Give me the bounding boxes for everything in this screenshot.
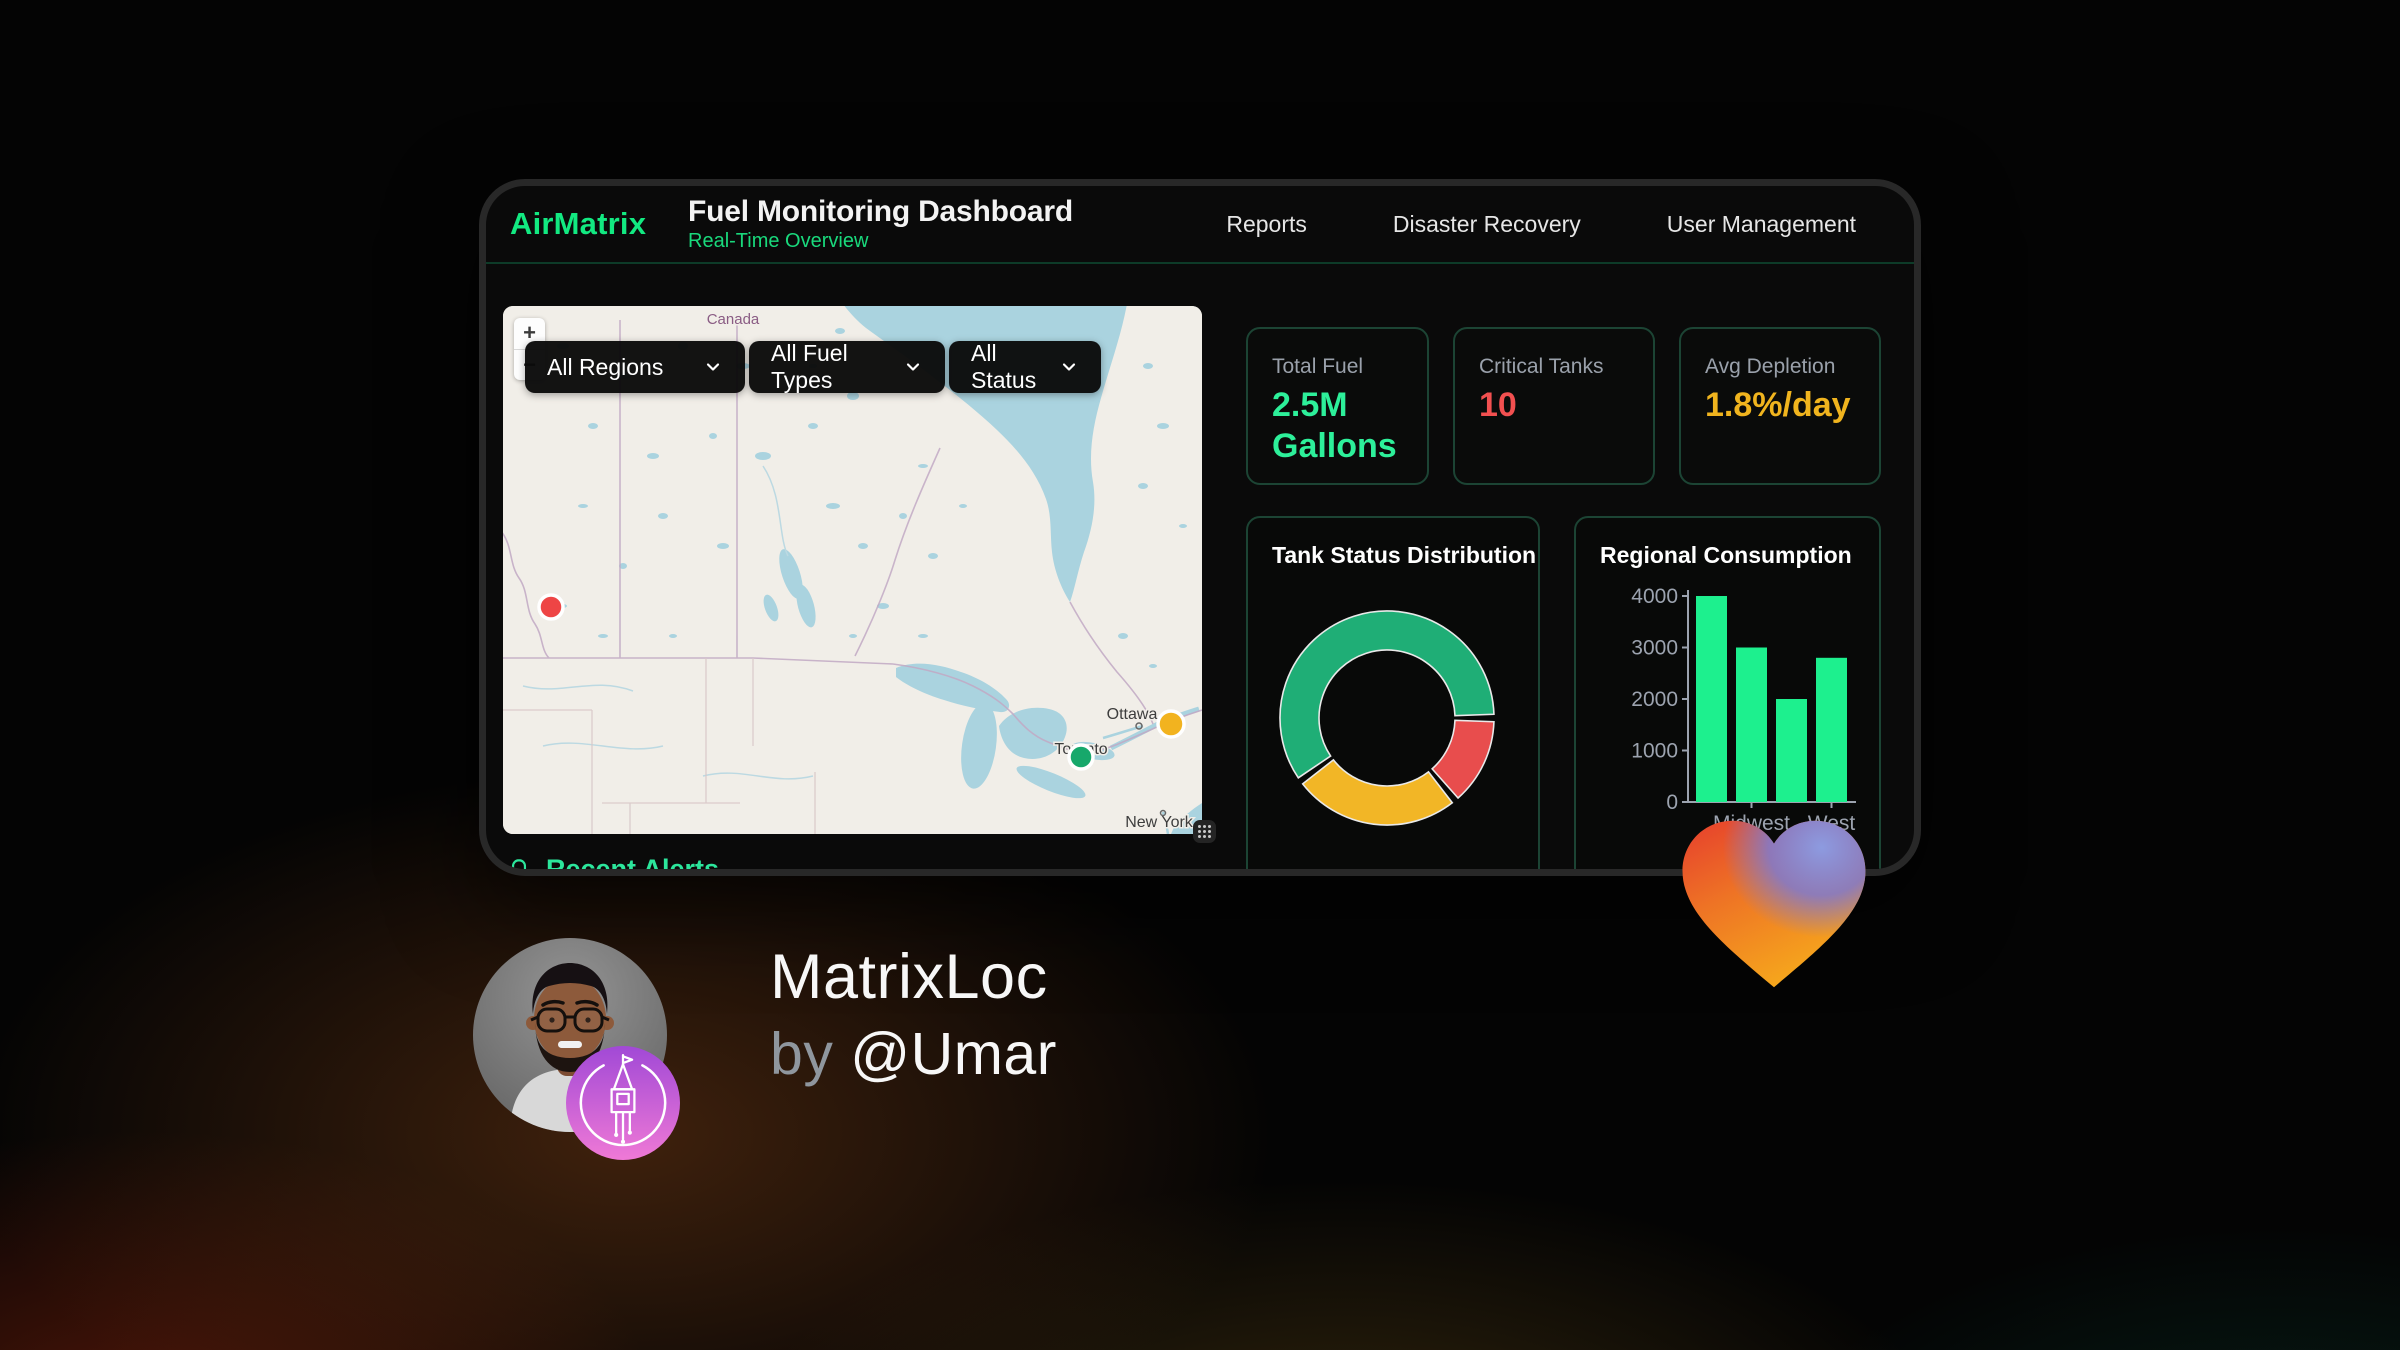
tank-status-chart-card: Tank Status Distribution [1246, 516, 1540, 869]
filter-fueltypes-dropdown[interactable]: All Fuel Types [749, 340, 945, 393]
byline-by: by [770, 1021, 834, 1087]
map-label-ottawa: Ottawa [1107, 706, 1158, 723]
map-label-newyork: New York [1125, 814, 1194, 831]
stat-label: Critical Tanks [1479, 355, 1604, 378]
stat-card-total-fuel: Total Fuel 2.5M Gallons [1246, 327, 1429, 485]
app-logo: AirMatrix [510, 206, 647, 241]
map-water-lake-superior [896, 663, 1010, 713]
regional-consumption-chart-card: Regional Consumption 0 1000 2000 3000 4000 Mi… [1574, 516, 1881, 869]
map-water-lake-michigan [961, 703, 997, 789]
stat-value: 2.5M Gallons [1272, 386, 1397, 466]
y-tick-label: 1000 [1631, 740, 1678, 763]
map-marker-warning[interactable] [1156, 709, 1186, 739]
dashboard-window: AirMatrix Fuel Monitoring Dashboard Real… [479, 179, 1921, 876]
bell-icon [511, 858, 527, 869]
stats-row: Total Fuel 2.5M Gallons Critical Tanks 1… [1246, 327, 1881, 485]
map-label-canada: Canada [707, 311, 760, 328]
filter-status-dropdown[interactable]: All Status [949, 340, 1101, 393]
chevron-down-icon [1062, 363, 1076, 371]
y-tick-label: 3000 [1631, 637, 1678, 660]
recent-alerts-header: Recent Alerts [506, 854, 720, 876]
nav-item-disaster-recovery[interactable]: Disaster Recovery [1392, 210, 1581, 237]
y-tick-label: 4000 [1631, 585, 1678, 608]
map-water-lake-erie [1016, 765, 1086, 799]
bar-region-0[interactable] [1696, 596, 1727, 802]
map-filterbar: All Regions All Fuel Types All Status [525, 340, 1101, 393]
chart-title: Regional Consumption [1600, 542, 1852, 568]
main-nav: Reports Disaster Recovery User Managemen… [1226, 211, 1856, 238]
donut-segment-warning[interactable] [1301, 758, 1454, 826]
heart-icon [1682, 820, 1866, 988]
stat-label: Total Fuel [1272, 355, 1364, 378]
nav-item-reports[interactable]: Reports [1226, 210, 1307, 237]
stat-value: 1.8%/day [1705, 386, 1851, 424]
project-title: MatrixLoc [770, 942, 1048, 1012]
filter-regions-dropdown[interactable]: All Regions [525, 341, 745, 393]
stat-label: Avg Depletion [1705, 355, 1836, 378]
y-tick-label: 2000 [1631, 688, 1678, 711]
bar-region-3[interactable] [1816, 657, 1847, 802]
bar-region-1[interactable] [1736, 647, 1767, 803]
donut-segment-normal[interactable] [1279, 610, 1495, 779]
recent-alerts-title: Recent Alerts [546, 854, 720, 876]
map-state-boundaries [503, 658, 816, 834]
donut-segment-critical[interactable] [1431, 719, 1495, 800]
stat-value: 10 [1479, 386, 1517, 424]
zoom-in-button[interactable]: + [523, 320, 536, 346]
map-marker-critical[interactable] [537, 593, 565, 621]
nav-item-user-management[interactable]: User Management [1666, 210, 1856, 237]
stat-card-critical-tanks: Critical Tanks 10 [1453, 327, 1655, 485]
map-resize-handle[interactable] [1193, 820, 1216, 843]
clock-tower-badge [566, 1046, 680, 1160]
author-line: by @Umar [770, 1025, 1057, 1084]
chevron-down-icon [706, 363, 720, 371]
page-subtitle: Real-Time Overview [688, 229, 869, 252]
charts-row: Tank Status Distribution Regional Consum… [1246, 516, 1881, 869]
y-tick-label: 0 [1666, 791, 1678, 814]
byline: MatrixLoc by @Umar [770, 946, 1057, 1084]
bar-region-2[interactable] [1776, 699, 1807, 802]
tank-status-donut-chart [1279, 610, 1495, 826]
chart-title: Tank Status Distribution [1272, 542, 1537, 568]
stat-card-avg-depletion: Avg Depletion 1.8%/day [1679, 327, 1881, 485]
app-header: AirMatrix Fuel Monitoring Dashboard Real… [486, 186, 1914, 264]
map-panel[interactable]: Canada Ottawa Toronto New York + − All R… [503, 306, 1202, 834]
author-handle[interactable]: @Umar [850, 1021, 1057, 1087]
page-title: Fuel Monitoring Dashboard [688, 194, 1073, 228]
map-marker-normal[interactable] [1067, 743, 1095, 771]
map-markers[interactable] [537, 593, 1186, 771]
chevron-down-icon [906, 363, 920, 371]
